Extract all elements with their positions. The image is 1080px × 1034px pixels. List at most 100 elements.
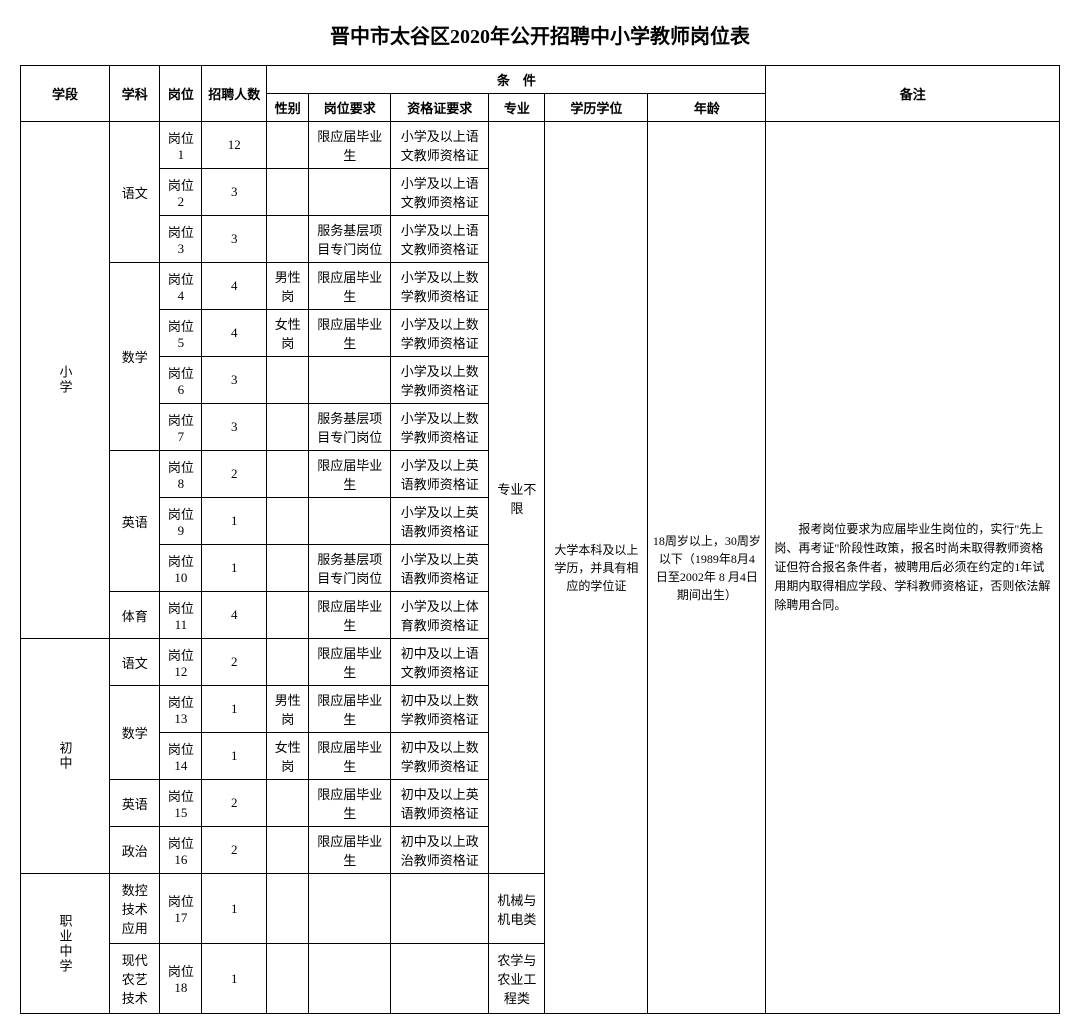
cell-pos: 岗位12 — [160, 639, 202, 686]
cell-cert: 小学及以上数学教师资格证 — [391, 404, 489, 451]
cell-req — [309, 357, 391, 404]
cell-edu: 大学本科及以上学历，并具有相应的学位证 — [545, 122, 648, 1014]
cell-subject: 语文 — [110, 122, 160, 263]
cell-stage-middle: 初中 — [21, 639, 110, 874]
page-title: 晋中市太谷区2020年公开招聘中小学教师岗位表 — [20, 20, 1060, 49]
cell-cert: 小学及以上英语教师资格证 — [391, 498, 489, 545]
cell-cnt: 1 — [202, 545, 267, 592]
cell-gender — [267, 639, 309, 686]
cell-cert — [391, 874, 489, 944]
cell-req: 限应届毕业生 — [309, 263, 391, 310]
cell-stage-vocational: 职业中学 — [21, 874, 110, 1014]
cell-pos: 岗位17 — [160, 874, 202, 944]
cell-pos: 岗位2 — [160, 169, 202, 216]
cell-cnt: 3 — [202, 404, 267, 451]
cell-pos: 岗位13 — [160, 686, 202, 733]
cell-req — [309, 169, 391, 216]
cell-cert: 小学及以上数学教师资格证 — [391, 357, 489, 404]
cell-subject: 英语 — [110, 780, 160, 827]
cell-pos: 岗位11 — [160, 592, 202, 639]
cell-req: 服务基层项目专门岗位 — [309, 545, 391, 592]
cell-pos: 岗位8 — [160, 451, 202, 498]
cell-pos: 岗位5 — [160, 310, 202, 357]
cell-cnt: 1 — [202, 874, 267, 944]
cell-req: 限应届毕业生 — [309, 451, 391, 498]
cell-cnt: 1 — [202, 944, 267, 1014]
cell-gender — [267, 451, 309, 498]
cell-stage-primary: 小学 — [21, 122, 110, 639]
cell-gender — [267, 874, 309, 944]
th-cert: 资格证要求 — [391, 94, 489, 122]
cell-cnt: 2 — [202, 451, 267, 498]
cell-cert: 小学及以上语文教师资格证 — [391, 122, 489, 169]
cell-gender: 男性岗 — [267, 263, 309, 310]
cell-cert — [391, 944, 489, 1014]
cell-gender: 男性岗 — [267, 686, 309, 733]
th-remarks: 备注 — [766, 66, 1060, 122]
cell-req: 限应届毕业生 — [309, 686, 391, 733]
cell-gender — [267, 827, 309, 874]
cell-cert: 初中及以上英语教师资格证 — [391, 780, 489, 827]
cell-subject: 数学 — [110, 686, 160, 780]
cell-pos: 岗位9 — [160, 498, 202, 545]
cell-cert: 小学及以上英语教师资格证 — [391, 451, 489, 498]
cell-cnt: 4 — [202, 310, 267, 357]
th-subject: 学科 — [110, 66, 160, 122]
cell-cnt: 2 — [202, 827, 267, 874]
cell-subject: 英语 — [110, 451, 160, 592]
cell-gender — [267, 357, 309, 404]
cell-cert: 初中及以上数学教师资格证 — [391, 686, 489, 733]
cell-pos: 岗位10 — [160, 545, 202, 592]
cell-cert: 小学及以上语文教师资格证 — [391, 216, 489, 263]
th-gender: 性别 — [267, 94, 309, 122]
cell-subject: 现代农艺技术 — [110, 944, 160, 1014]
cell-gender — [267, 780, 309, 827]
cell-gender: 女性岗 — [267, 733, 309, 780]
cell-cert: 小学及以上英语教师资格证 — [391, 545, 489, 592]
cell-subject: 语文 — [110, 639, 160, 686]
th-conditions: 条 件 — [267, 66, 766, 94]
cell-pos: 岗位3 — [160, 216, 202, 263]
th-edu: 学历学位 — [545, 94, 648, 122]
cell-gender — [267, 545, 309, 592]
th-major: 专业 — [489, 94, 545, 122]
cell-cert: 初中及以上语文教师资格证 — [391, 639, 489, 686]
cell-cnt: 12 — [202, 122, 267, 169]
cell-subject: 数学 — [110, 263, 160, 451]
cell-cnt: 1 — [202, 733, 267, 780]
cell-cert: 小学及以上数学教师资格证 — [391, 310, 489, 357]
cell-pos: 岗位4 — [160, 263, 202, 310]
th-req: 岗位要求 — [309, 94, 391, 122]
th-age: 年龄 — [648, 94, 766, 122]
cell-req: 限应届毕业生 — [309, 733, 391, 780]
cell-pos: 岗位6 — [160, 357, 202, 404]
cell-cnt: 1 — [202, 498, 267, 545]
cell-gender — [267, 122, 309, 169]
cell-req: 限应届毕业生 — [309, 122, 391, 169]
cell-cert: 初中及以上数学教师资格证 — [391, 733, 489, 780]
cell-pos: 岗位7 — [160, 404, 202, 451]
cell-cnt: 2 — [202, 780, 267, 827]
cell-pos: 岗位15 — [160, 780, 202, 827]
cell-pos: 岗位16 — [160, 827, 202, 874]
cell-cnt: 3 — [202, 216, 267, 263]
cell-subject: 政治 — [110, 827, 160, 874]
cell-cert: 小学及以上体育教师资格证 — [391, 592, 489, 639]
cell-pos: 岗位18 — [160, 944, 202, 1014]
cell-gender — [267, 404, 309, 451]
th-count: 招聘人数 — [202, 66, 267, 122]
cell-req: 限应届毕业生 — [309, 592, 391, 639]
cell-cnt: 1 — [202, 686, 267, 733]
cell-age: 18周岁以上，30周岁以下（1989年8月4 日至2002年 8 月4日期间出生… — [648, 122, 766, 1014]
cell-major: 专业不限 — [489, 122, 545, 874]
cell-req: 服务基层项目专门岗位 — [309, 404, 391, 451]
cell-cnt: 3 — [202, 357, 267, 404]
cell-major: 机械与机电类 — [489, 874, 545, 944]
cell-req — [309, 874, 391, 944]
cell-cnt: 3 — [202, 169, 267, 216]
cell-req: 服务基层项目专门岗位 — [309, 216, 391, 263]
cell-req — [309, 944, 391, 1014]
cell-pos: 岗位1 — [160, 122, 202, 169]
cell-req: 限应届毕业生 — [309, 639, 391, 686]
cell-remarks: 报考岗位要求为应届毕业生岗位的，实行"先上岗、再考证"阶段性政策，报名时尚未取得… — [766, 122, 1060, 1014]
